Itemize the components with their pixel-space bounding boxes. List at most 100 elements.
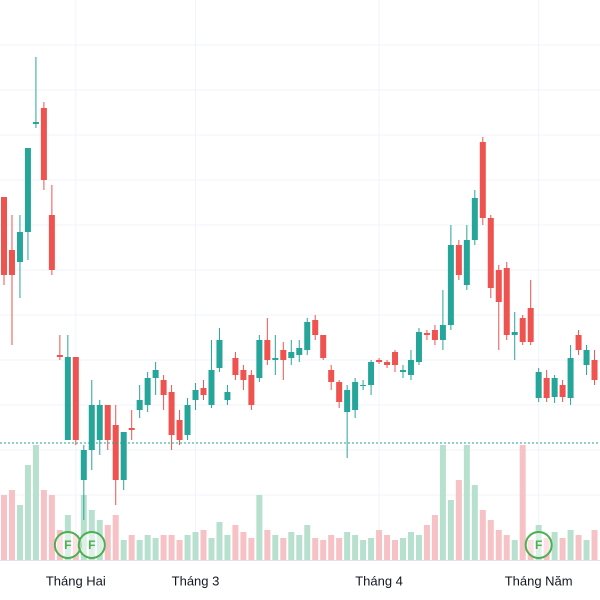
volume-bar: [296, 535, 303, 560]
candle-body: [176, 420, 183, 440]
candle-body: [96, 405, 103, 440]
candle-body: [272, 358, 279, 360]
volume-bar: [583, 540, 590, 560]
candle-body: [431, 330, 438, 340]
volume-bar: [160, 535, 167, 560]
candle-body: [80, 450, 87, 480]
candle-body: [40, 108, 47, 180]
candle-body: [360, 385, 367, 386]
x-tick-label: Tháng 3: [172, 573, 220, 588]
candle-body: [320, 335, 327, 358]
candle-body: [128, 428, 135, 430]
event-marker-label: F: [88, 538, 95, 552]
volume-bar: [336, 538, 343, 560]
candle-body: [168, 392, 175, 435]
volume-bar: [575, 535, 582, 560]
volume-bar: [112, 515, 119, 560]
volume-bar: [344, 532, 351, 560]
candle-body: [583, 350, 590, 365]
volume-bar: [136, 540, 143, 560]
volume-bar: [8, 490, 15, 560]
volume-bar: [24, 465, 31, 560]
volume-bar: [400, 538, 406, 560]
x-tick-label: Tháng Năm: [505, 573, 573, 588]
candle-body: [208, 370, 215, 405]
volume-bar: [511, 540, 518, 560]
candle-body: [479, 142, 486, 218]
candle-body: [559, 385, 566, 397]
candle-body: [256, 340, 263, 378]
volume-bar: [495, 530, 502, 560]
volume-bar: [240, 532, 247, 560]
volume-bar: [1, 495, 7, 560]
candle-body: [519, 318, 526, 342]
volume-bar: [104, 525, 111, 560]
candle-body: [288, 352, 295, 358]
candle-body: [184, 405, 191, 435]
candle-body: [72, 357, 79, 440]
candle-body: [232, 358, 239, 375]
volume-bar: [591, 530, 598, 560]
candle-body: [88, 405, 95, 450]
volume-bar: [567, 530, 574, 560]
candle-body: [567, 358, 574, 398]
event-marker-label: F: [535, 538, 542, 552]
volume-bar: [32, 445, 39, 560]
candle-body: [407, 360, 414, 375]
candle-body: [471, 198, 478, 240]
volume-bar: [256, 495, 263, 560]
candle-body: [120, 432, 127, 480]
candle-body: [384, 362, 391, 365]
candle-body: [280, 350, 287, 360]
grid: [0, 44, 600, 496]
volume-bar: [352, 535, 359, 560]
volume-bar: [192, 532, 199, 560]
candle-body: [152, 370, 159, 378]
volume-bar: [176, 540, 183, 560]
volume-bar: [200, 530, 207, 560]
volume-bar: [415, 535, 422, 560]
x-tick-label: Tháng 4: [355, 573, 403, 588]
candle-body: [112, 425, 119, 480]
volume-bar: [152, 538, 159, 560]
candle-body: [144, 378, 151, 405]
volume-bar: [368, 538, 375, 560]
candle-body: [224, 392, 231, 400]
volume-bar: [224, 535, 231, 560]
candle-body: [447, 245, 454, 325]
volume-bar: [312, 538, 319, 560]
volume-bar: [519, 445, 526, 560]
candle-body: [8, 250, 15, 275]
volume-bar: [487, 520, 494, 560]
volume-bar: [16, 505, 23, 560]
candle-body: [368, 362, 375, 385]
candle-body: [200, 388, 207, 395]
volume-bar: [272, 535, 279, 560]
candle-body: [376, 360, 383, 362]
candle-body: [48, 215, 55, 270]
candle-body: [487, 218, 494, 288]
candle-body: [439, 325, 446, 340]
event-marker: [77, 531, 106, 559]
candle-body: [24, 148, 31, 232]
candle-body: [455, 245, 462, 275]
volume-bar: [40, 490, 47, 560]
candle-body: [64, 357, 71, 440]
volume-bar: [248, 538, 255, 560]
candle-body: [312, 320, 319, 335]
volume-bar: [463, 445, 470, 560]
candle-body: [527, 308, 534, 342]
candle-body: [136, 400, 143, 410]
volume-bar: [423, 525, 430, 560]
volume-bar: [168, 535, 175, 560]
volume-bar: [360, 540, 367, 560]
volume-bar: [304, 525, 311, 560]
candle-body: [240, 370, 247, 380]
candle-body: [463, 240, 470, 285]
candle-body: [392, 352, 399, 365]
volume-bar: [288, 532, 295, 560]
volume-bar: [320, 540, 327, 560]
volume-bar: [384, 535, 391, 560]
candle-body: [511, 332, 518, 335]
candle-body: [264, 340, 271, 360]
